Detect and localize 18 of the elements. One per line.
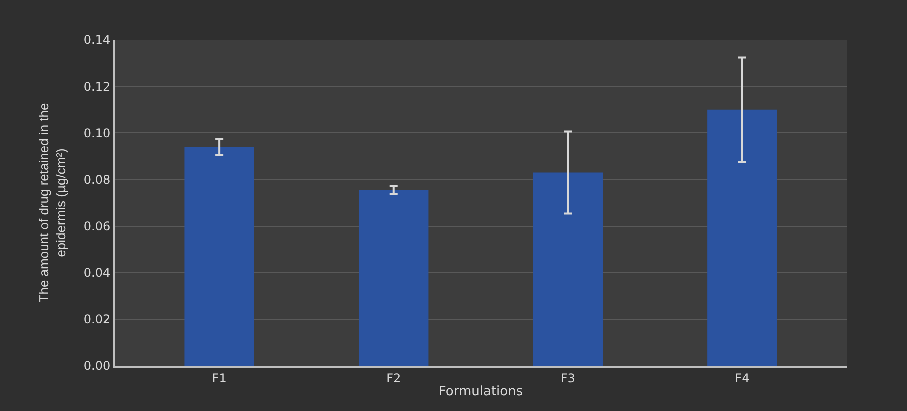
y-tick-label: 0.04 <box>84 266 111 280</box>
y-tick-label: 0.02 <box>84 312 111 327</box>
x-tick-label: F1 <box>212 371 227 386</box>
y-axis-title: The amount of drug retained in the epidermis (µg/cm²) <box>36 103 68 303</box>
bar <box>533 172 603 366</box>
y-tick-label: 0.06 <box>84 219 111 234</box>
y-tick-label: 0.10 <box>84 126 111 140</box>
y-tick-label: 0.08 <box>84 172 111 187</box>
bar <box>359 190 429 366</box>
y-tick-label: 0.14 <box>84 33 111 48</box>
x-tick-label: F4 <box>735 371 750 386</box>
y-tick-label: 0.12 <box>84 80 111 94</box>
x-axis-title: Formulations <box>438 384 524 400</box>
bar <box>184 147 254 366</box>
x-tick-label: F3 <box>560 371 576 386</box>
y-tick-label: 0.00 <box>84 359 111 374</box>
bar <box>708 110 778 366</box>
x-tick-label: F2 <box>386 371 402 386</box>
